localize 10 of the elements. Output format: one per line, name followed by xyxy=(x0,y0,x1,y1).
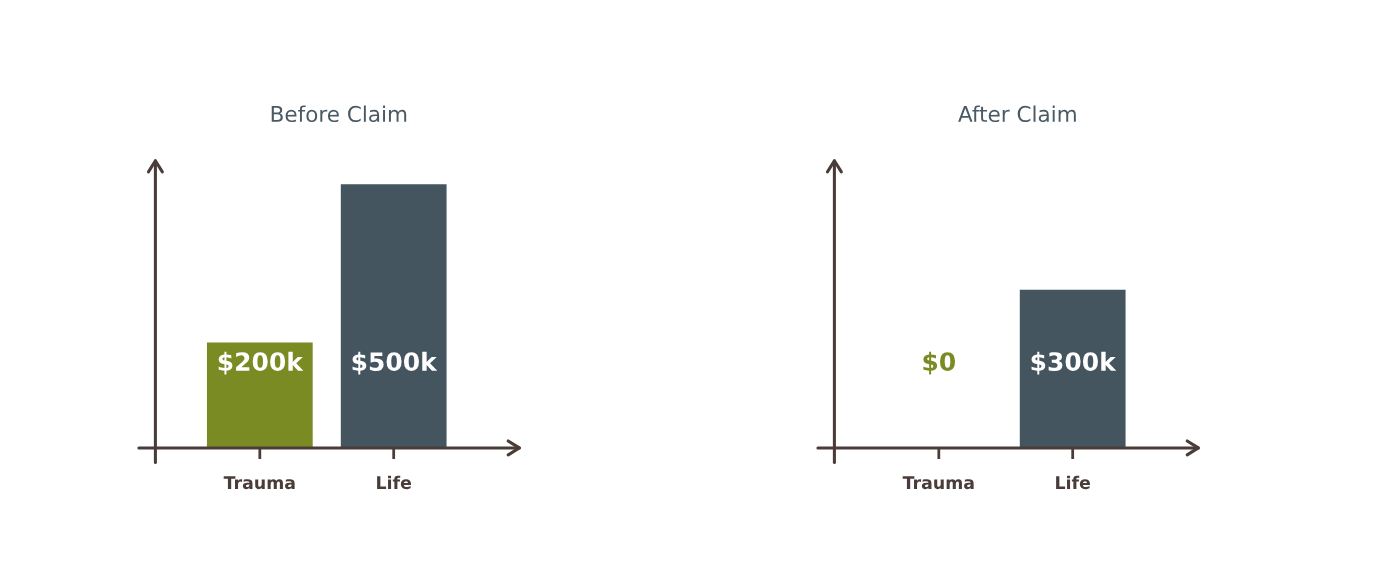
x-tick-label: Trauma xyxy=(902,476,974,490)
chart-title: Before Claim xyxy=(271,105,407,123)
data-label: $300k xyxy=(1031,351,1117,375)
data-label: $0 xyxy=(923,351,956,375)
x-tick-label: Life xyxy=(377,475,412,490)
data-label: $500k xyxy=(352,351,438,375)
chart-title: After Claim xyxy=(958,105,1076,123)
data-label: $200k xyxy=(218,351,304,375)
x-tick-label: Trauma xyxy=(223,476,295,490)
x-tick-label: Life xyxy=(1056,475,1091,490)
